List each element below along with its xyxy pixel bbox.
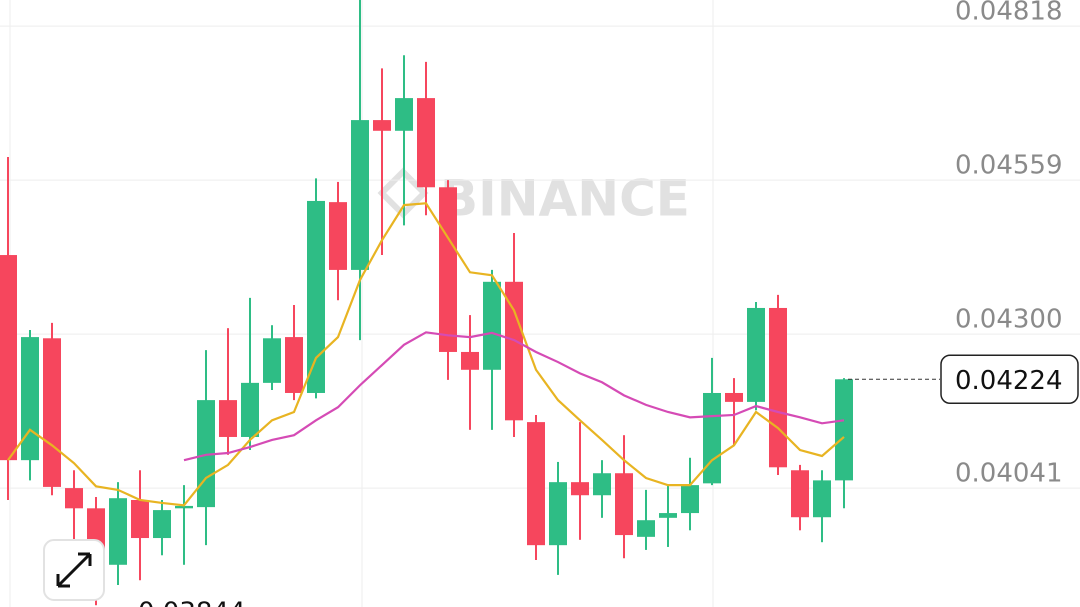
candle-body [65, 488, 83, 509]
candle-body [417, 98, 435, 188]
candle-body [439, 187, 457, 352]
expand-icon[interactable] [56, 552, 92, 588]
candle-body [307, 200, 325, 393]
candle-body [197, 400, 215, 508]
candle-body [615, 473, 633, 536]
expand-button[interactable] [43, 539, 105, 601]
candle-body [505, 281, 523, 421]
candle-body [725, 392, 743, 402]
candle-body [109, 498, 127, 565]
candle-body [43, 338, 61, 487]
candle-body [395, 98, 413, 131]
candle-body [593, 473, 611, 496]
last-price-label: 0.04224 [955, 366, 1063, 396]
y-tick-label: 0.04559 [955, 151, 1063, 181]
candle-body [483, 281, 501, 370]
candle-body [549, 482, 567, 546]
watermark: BINANCE [377, 167, 690, 228]
candle-body [637, 520, 655, 537]
candle-body [21, 337, 39, 461]
candle-body [285, 337, 303, 393]
candle-body [813, 480, 831, 518]
candle-body [131, 499, 149, 539]
candle-body [351, 120, 369, 270]
candle-body [153, 510, 171, 539]
candle-body [571, 482, 589, 496]
candle-body [791, 470, 809, 518]
candle-body [219, 400, 237, 437]
ma-line [7, 202, 845, 507]
candle-body [659, 513, 677, 518]
candle-body [527, 422, 545, 546]
candle-body [747, 307, 765, 402]
candle-body [769, 307, 787, 468]
candle-body [461, 351, 479, 370]
y-tick-label: 0.04041 [955, 459, 1063, 489]
y-tick-label: 0.04818 [955, 0, 1063, 27]
last-price-box [940, 354, 1079, 405]
candle-body [175, 505, 193, 509]
candle-body [835, 379, 853, 481]
watermark-text: BINANCE [440, 170, 690, 228]
candle-body [241, 382, 259, 437]
candle-body [263, 338, 281, 383]
candle-body [373, 120, 391, 131]
candle-body [0, 255, 17, 461]
candle-body [681, 485, 699, 514]
y-tick-label: 0.04300 [955, 305, 1063, 335]
ma-line [183, 331, 845, 462]
candle-body [703, 392, 721, 484]
low-label: 0.03844 [138, 598, 246, 607]
candle-body [329, 202, 347, 270]
